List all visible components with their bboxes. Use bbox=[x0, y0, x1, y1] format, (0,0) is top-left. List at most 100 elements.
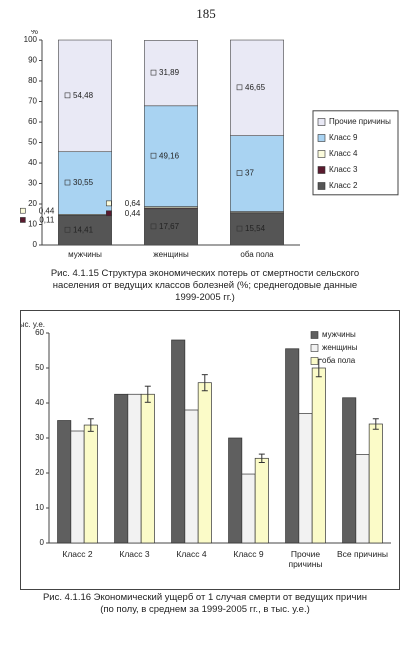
x-tick-label: оба пола bbox=[240, 250, 274, 259]
bar bbox=[228, 437, 243, 544]
y-tick-label: 20 bbox=[35, 468, 44, 477]
x-tick-label: Класс 9 bbox=[233, 549, 264, 559]
page-number: 185 bbox=[196, 6, 216, 21]
x-tick-label-box: Класс 9 bbox=[233, 549, 264, 559]
x-tick-label: мужчины bbox=[68, 250, 102, 259]
label-marker bbox=[64, 226, 71, 233]
data-label: 46,65 bbox=[245, 83, 266, 92]
legend-label: Класс 9 bbox=[329, 133, 358, 142]
error-bar bbox=[201, 374, 208, 392]
bar bbox=[127, 393, 142, 544]
label-marker bbox=[20, 217, 26, 223]
data-label: 0,44 bbox=[125, 209, 141, 218]
error-bar bbox=[87, 418, 94, 432]
y-tick-label: 40 bbox=[35, 398, 44, 407]
y-tick-label: 40 bbox=[28, 158, 37, 167]
y-tick-label: 90 bbox=[28, 56, 37, 65]
legend-swatch bbox=[317, 182, 326, 190]
legend-label: оба пола bbox=[322, 356, 356, 365]
x-tick-label-box: Класс 4 bbox=[176, 549, 207, 559]
data-label: 0,44 bbox=[39, 206, 55, 215]
bar bbox=[114, 393, 129, 544]
legend-label: мужчины bbox=[322, 330, 356, 339]
legend-swatch bbox=[310, 344, 319, 352]
data-label: 37 bbox=[245, 169, 254, 178]
data-label: 54,48 bbox=[73, 91, 94, 100]
y-tick-label: 0 bbox=[40, 538, 45, 547]
bar bbox=[355, 454, 370, 544]
caption: Рис. 4.1.16 Экономический ущерб от 1 слу… bbox=[42, 592, 368, 615]
bar bbox=[342, 397, 357, 544]
x-tick-label: женщины bbox=[153, 250, 189, 259]
data-label: 15,54 bbox=[245, 224, 266, 233]
y-tick-label: 10 bbox=[28, 220, 37, 229]
error-bar bbox=[144, 385, 151, 403]
caption: Рис. 4.1.15 Структура экономических поте… bbox=[50, 268, 360, 303]
y-axis-label: тыс. у.е. bbox=[20, 320, 45, 329]
label-marker bbox=[150, 152, 157, 159]
y-tick-label: 30 bbox=[28, 179, 37, 188]
label-marker bbox=[106, 210, 112, 217]
bar bbox=[83, 424, 98, 544]
label-marker bbox=[150, 223, 157, 230]
y-tick-label: 30 bbox=[35, 433, 44, 442]
x-tick-label: Класс 4 bbox=[176, 549, 207, 559]
chart: 0102030405060708090100%мужчины14,410,110… bbox=[20, 30, 399, 259]
bar bbox=[171, 339, 186, 544]
data-label: 0,64 bbox=[125, 199, 141, 208]
label-marker bbox=[64, 179, 71, 186]
bar bbox=[184, 409, 199, 544]
y-tick-label: 50 bbox=[35, 363, 44, 372]
bar bbox=[368, 423, 383, 544]
bar bbox=[70, 430, 85, 544]
label-marker bbox=[20, 207, 26, 214]
y-tick-label: 60 bbox=[35, 328, 44, 337]
legend-swatch bbox=[317, 134, 326, 142]
error-bar bbox=[258, 453, 265, 463]
label-marker bbox=[236, 84, 243, 91]
label-marker bbox=[236, 170, 243, 176]
x-tick-label-box: Все причины bbox=[336, 549, 389, 559]
data-label: 49,16 bbox=[159, 151, 180, 160]
legend-label: Прочие причины bbox=[329, 117, 391, 126]
legend-swatch bbox=[317, 118, 326, 126]
x-tick-label: Класс 3 bbox=[119, 549, 150, 559]
bar bbox=[140, 393, 155, 544]
bar bbox=[57, 420, 72, 544]
bar bbox=[285, 348, 300, 544]
legend-swatch bbox=[310, 331, 319, 339]
legend-swatch bbox=[317, 150, 326, 158]
legend-swatch bbox=[317, 166, 326, 174]
data-label: 30,55 bbox=[73, 178, 94, 187]
data-label: 31,89 bbox=[159, 68, 180, 77]
label-marker bbox=[236, 225, 243, 232]
legend-label: Класс 3 bbox=[329, 165, 358, 174]
data-label: 17,67 bbox=[159, 222, 180, 231]
legend-label: Класс 4 bbox=[329, 149, 358, 158]
y-tick-label: 0 bbox=[33, 240, 38, 249]
bar bbox=[254, 457, 269, 544]
legend-swatch bbox=[310, 357, 319, 365]
x-tick-label: Все причины bbox=[336, 549, 389, 559]
x-tick-label: Класс 2 bbox=[62, 549, 93, 559]
x-tick-label: Прочие причины bbox=[288, 549, 323, 569]
error-bar bbox=[372, 418, 379, 430]
label-marker bbox=[64, 92, 71, 99]
y-tick-label: 60 bbox=[28, 117, 37, 126]
bar bbox=[241, 473, 256, 544]
bar bbox=[311, 367, 326, 544]
y-tick-label: 80 bbox=[28, 76, 37, 85]
data-label: 14,41 bbox=[73, 225, 94, 234]
x-tick-label-box: Класс 3 bbox=[119, 549, 150, 559]
legend-label: женщины bbox=[322, 343, 358, 352]
label-marker bbox=[106, 200, 112, 207]
y-axis-label: % bbox=[31, 30, 38, 36]
data-label: 0,11 bbox=[39, 216, 55, 225]
x-tick-label-box: Прочие причины bbox=[288, 549, 323, 569]
y-tick-label: 50 bbox=[28, 138, 37, 147]
y-tick-label: 100 bbox=[24, 35, 38, 44]
y-tick-label: 10 bbox=[35, 503, 44, 512]
y-tick-label: 70 bbox=[28, 97, 37, 106]
label-marker bbox=[150, 69, 157, 76]
